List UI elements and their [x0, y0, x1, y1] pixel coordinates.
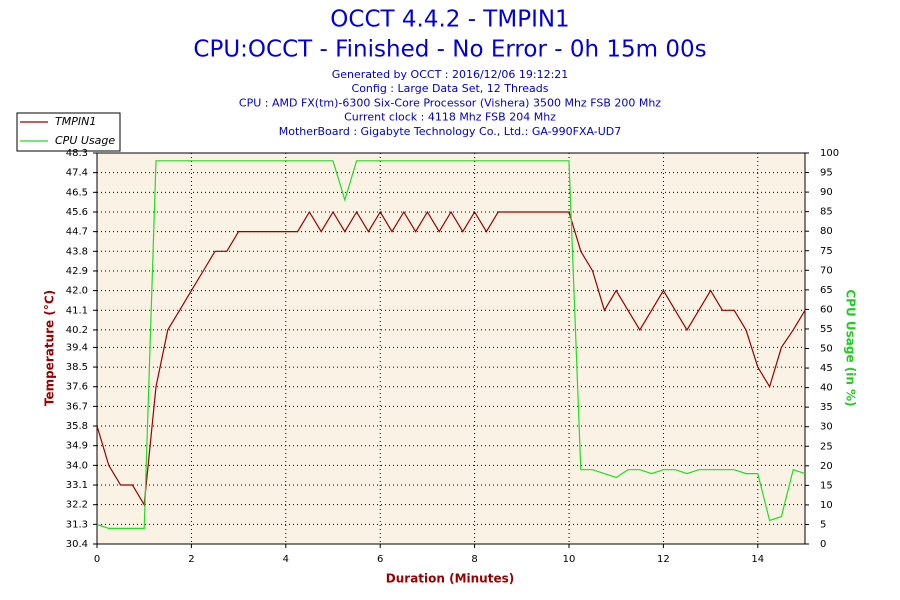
chart-subtitle: CPU:OCCT - Finished - No Error - 0h 15m … [193, 37, 706, 63]
y-tick-label: 36.7 [66, 401, 88, 412]
y-tick-label: 32.2 [66, 500, 88, 511]
y2-tick-label: 75 [820, 246, 833, 257]
y2-tick-label: 60 [820, 304, 833, 315]
x-tick-label: 6 [377, 554, 383, 565]
y-tick-label: 30.4 [66, 539, 88, 550]
y2-tick-label: 50 [820, 344, 833, 355]
y-tick-label: 48.3 [66, 148, 88, 159]
y2-axis-title: CPU Usage (in %) [844, 289, 858, 406]
y2-tick-label: 30 [820, 422, 833, 433]
y-axis-title: Temperature (°C) [43, 290, 57, 406]
y2-tick-label: 15 [820, 480, 833, 491]
y-tick-label: 47.4 [66, 168, 88, 179]
y2-tick-label: 55 [820, 324, 833, 335]
y2-tick-label: 20 [820, 461, 833, 472]
chart-info: Current clock : 4118 Mhz FSB 204 Mhz [344, 111, 556, 124]
y2-tick-label: 25 [820, 441, 833, 452]
y2-tick-label: 40 [820, 383, 833, 394]
y-tick-label: 42.0 [66, 286, 88, 297]
chart-title: OCCT 4.4.2 - TMPIN1 [330, 7, 569, 33]
y2-tick-label: 0 [820, 539, 826, 550]
x-tick-label: 12 [657, 554, 670, 565]
x-tick-label: 0 [94, 554, 100, 565]
y-tick-label: 41.1 [66, 305, 88, 316]
y-tick-label: 35.8 [66, 421, 88, 432]
x-tick-label: 10 [563, 554, 576, 565]
series-line [96, 160, 806, 529]
chart-info: MotherBoard : Gigabyte Technology Co., L… [279, 125, 622, 138]
y-tick-label: 42.9 [66, 266, 88, 277]
legend-label: TMPIN1 [55, 115, 96, 128]
x-tick-label: 14 [751, 554, 764, 565]
y-tick-label: 34.9 [66, 441, 88, 452]
legend-label: CPU Usage [55, 134, 115, 147]
x-tick-label: 8 [471, 554, 477, 565]
y-tick-label: 38.5 [66, 362, 88, 373]
y-tick-label: 33.1 [66, 480, 88, 491]
y2-tick-label: 65 [820, 285, 833, 296]
y-tick-label: 37.6 [66, 382, 88, 393]
y2-tick-label: 35 [820, 402, 833, 413]
x-axis-title: Duration (Minutes) [386, 572, 514, 586]
y-tick-label: 39.4 [66, 342, 88, 353]
y2-tick-label: 95 [820, 168, 833, 179]
chart-info: Config : Large Data Set, 12 Threads [352, 82, 549, 95]
y2-tick-label: 5 [820, 519, 826, 530]
legend [16, 112, 121, 152]
y-tick-label: 40.2 [66, 325, 88, 336]
y2-tick-label: 70 [820, 265, 833, 276]
y2-tick-label: 10 [820, 500, 833, 511]
series-line [96, 210, 806, 507]
y-tick-label: 31.3 [66, 519, 88, 530]
y-tick-label: 34.0 [66, 460, 88, 471]
x-tick-label: 4 [283, 554, 289, 565]
x-tick-label: 2 [188, 554, 194, 565]
y-tick-label: 46.5 [66, 187, 88, 198]
chart-info: CPU : AMD FX(tm)-6300 Six-Core Processor… [239, 96, 661, 109]
y2-tick-label: 85 [820, 207, 833, 218]
y-tick-label: 44.7 [66, 227, 88, 238]
y-tick-label: 43.8 [66, 246, 88, 257]
y2-tick-label: 100 [820, 148, 839, 159]
y-tick-label: 45.6 [66, 207, 88, 218]
y2-tick-label: 45 [820, 363, 833, 374]
y2-tick-label: 80 [820, 226, 833, 237]
y2-tick-label: 90 [820, 187, 833, 198]
plot-area [96, 152, 806, 545]
chart-info: Generated by OCCT : 2016/12/06 19:12:21 [332, 68, 569, 81]
